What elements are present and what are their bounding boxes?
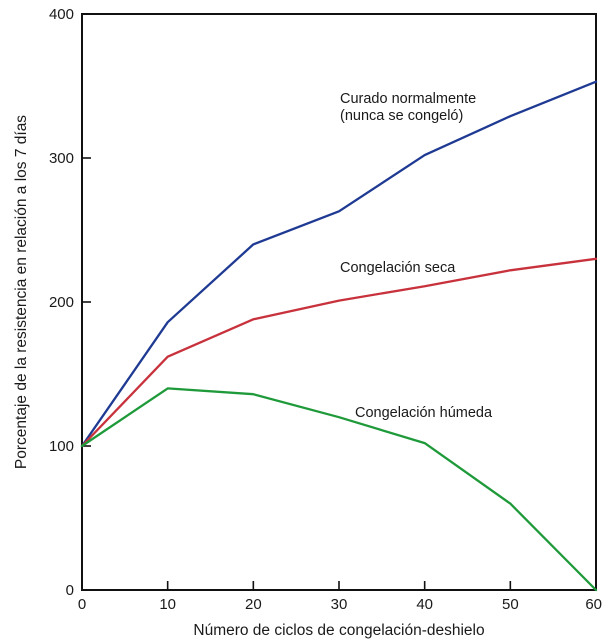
plot-frame-group bbox=[81, 13, 597, 591]
y-tick-label: 100 bbox=[49, 438, 74, 455]
y-tick-labels: 0 100 200 300 400 bbox=[49, 6, 74, 599]
series-line-congelacion-humeda bbox=[80, 387, 598, 592]
series-label-curado-normalmente-nunca-se-congelo: (nunca se congeló) bbox=[340, 108, 463, 124]
plot-frame bbox=[81, 13, 597, 591]
series-label-congelacion-seca: Congelación seca bbox=[340, 260, 456, 276]
x-tick-label: 0 bbox=[78, 596, 86, 613]
x-axis-title: Número de ciclos de congelación-deshielo bbox=[193, 622, 484, 639]
x-tick-label: 30 bbox=[331, 596, 348, 613]
y-tick-label: 400 bbox=[49, 6, 74, 23]
y-tick-label: 300 bbox=[49, 150, 74, 167]
x-tick-label: 20 bbox=[245, 596, 262, 613]
y-tick-label: 0 bbox=[66, 582, 74, 599]
y-tick-label: 200 bbox=[49, 294, 74, 311]
x-tick-label: 50 bbox=[502, 596, 519, 613]
x-tick-label: 10 bbox=[159, 596, 176, 613]
x-tick-labels: 0 10 20 30 40 50 60 bbox=[78, 596, 602, 613]
series-labels: Curado normalmente(nunca se congeló) Cong… bbox=[340, 91, 493, 421]
series-label-curado-normalmente-nunca-se-congelo: Curado normalmente bbox=[340, 91, 476, 107]
series-label-congelacion-humeda: Congelación húmeda bbox=[355, 405, 493, 421]
x-tick-label: 40 bbox=[416, 596, 433, 613]
tick-marks bbox=[81, 13, 597, 591]
y-axis-title: Porcentaje de la resistencia en relación… bbox=[13, 115, 30, 469]
x-tick-label: 60 bbox=[585, 596, 602, 613]
series-line-curado-normalmente-nunca-se-congelo bbox=[80, 80, 598, 448]
series-lines bbox=[80, 80, 598, 592]
series-line-congelacion-seca bbox=[80, 257, 598, 448]
